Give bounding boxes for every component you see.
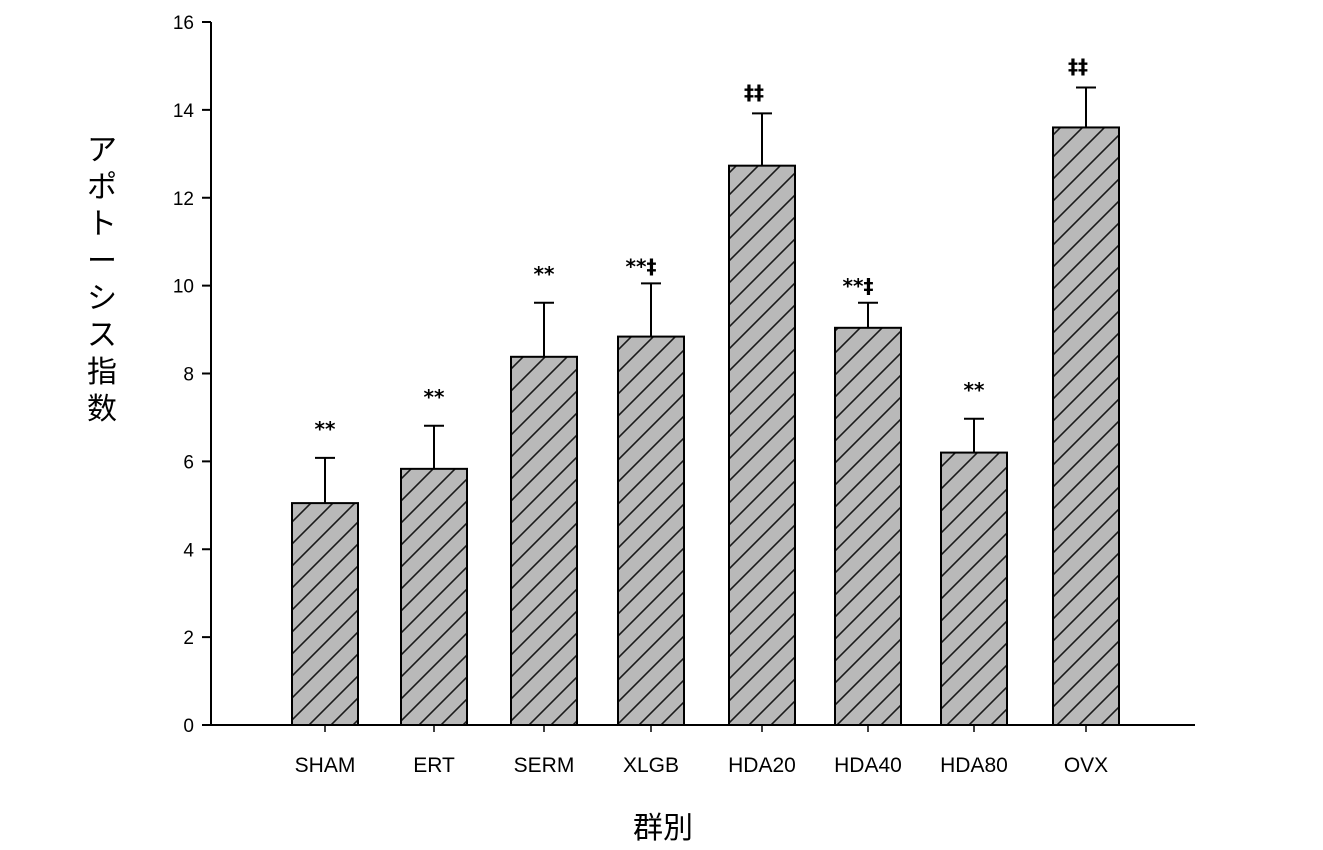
svg-text:ス: ス: [87, 318, 117, 353]
y-tick-label: 6: [183, 452, 194, 473]
y-tick-label: 10: [173, 277, 194, 298]
significance-marker: **‡: [843, 274, 874, 298]
x-tick-label: HDA40: [834, 754, 902, 777]
svg-text:ア: ア: [87, 133, 117, 168]
y-tick-label: 0: [183, 716, 194, 737]
x-tick-label: HDA20: [728, 754, 796, 777]
y-axis-title: アポトーシス指数: [87, 133, 117, 427]
y-tick-label: 8: [183, 365, 194, 386]
y-tick-label: 16: [173, 13, 194, 34]
x-tick-label: HDA80: [940, 754, 1008, 777]
y-axis-ticks: 0 2 4 6 8 10 12 14 16: [173, 13, 211, 737]
svg-text:シ: シ: [87, 281, 117, 316]
bar-hda40: [835, 303, 901, 732]
significance-marker: **: [424, 385, 445, 409]
bar-sham: [292, 458, 358, 732]
bar-serm: [511, 303, 577, 732]
x-tick-label: SHAM: [295, 754, 356, 777]
x-axis-title: 群別: [633, 811, 693, 846]
y-tick-label: 2: [183, 628, 194, 649]
x-tick-label: SERM: [514, 754, 575, 777]
x-tick-label: ERT: [413, 754, 455, 777]
x-axis-labels: SHAM ERT SERM XLGB HDA20 HDA40 HDA80 OVX: [295, 754, 1109, 777]
svg-text:ポ: ポ: [87, 170, 117, 205]
svg-text:ー: ー: [87, 244, 117, 279]
svg-text:ト: ト: [87, 207, 117, 242]
significance-marker: ‡‡: [1068, 54, 1088, 78]
bar-chart: アポトーシス指数 0 2 4 6 8 10 12 14 16 ** ** ** **‡ ‡‡ **‡ ** ‡…: [0, 0, 1323, 850]
y-tick-label: 4: [183, 540, 194, 561]
significance-marker: **: [315, 417, 336, 441]
svg-text:数: 数: [87, 392, 117, 427]
svg-text:指: 指: [87, 355, 117, 390]
bar-ert: [401, 426, 467, 732]
x-tick-label: XLGB: [623, 754, 679, 777]
significance-marker: ‡‡: [744, 80, 764, 104]
significance-marker: **: [964, 378, 985, 402]
bar-hda20: [729, 113, 795, 732]
y-tick-label: 14: [173, 101, 195, 122]
significance-marker: **: [534, 262, 555, 286]
bars: ** ** ** **‡ ‡‡ **‡ ** ‡‡: [292, 54, 1119, 732]
bar-xlgb: [618, 283, 684, 732]
y-tick-label: 12: [173, 189, 194, 210]
bar-hda80: [941, 419, 1007, 732]
significance-marker: **‡: [626, 254, 657, 278]
bar-ovx: [1053, 87, 1119, 732]
x-tick-label: OVX: [1064, 754, 1108, 777]
